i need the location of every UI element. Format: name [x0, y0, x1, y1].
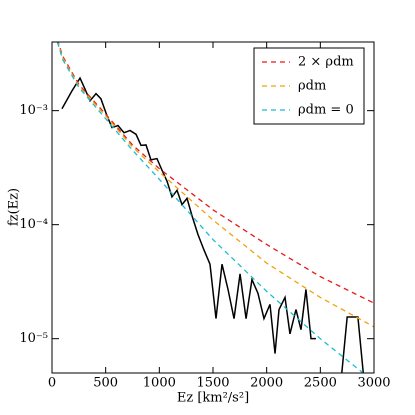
x-tick-label: 1500: [196, 376, 229, 391]
x-tick-label: 2000: [250, 376, 283, 391]
x-tick-label: 1000: [143, 376, 176, 391]
x-tick-label: 0: [48, 376, 56, 391]
series-line: [56, 42, 365, 373]
x-axis-label: Ez [km²/s²]: [177, 391, 249, 406]
plot-area: [56, 42, 374, 373]
legend: 2 × ρdm ρdm ρdm = 0: [253, 47, 365, 125]
plot-frame: [51, 41, 375, 374]
series-line: [57, 42, 374, 304]
x-tick-label: 500: [93, 376, 118, 391]
series-line: [61, 76, 365, 373]
y-tick-label: 10⁻⁵: [19, 331, 48, 346]
y-tick-label: 10⁻⁴: [19, 217, 48, 232]
legend-label: ρdm: [298, 79, 326, 94]
x-tick-label: 2500: [304, 376, 337, 391]
y-axis-label: fz(Ez): [7, 188, 22, 226]
legend-label: ρdm = 0: [298, 103, 354, 118]
y-tick-label: 10⁻³: [19, 103, 48, 118]
legend-label: 2 × ρdm: [298, 55, 354, 70]
x-tick-label: 3000: [357, 376, 390, 391]
